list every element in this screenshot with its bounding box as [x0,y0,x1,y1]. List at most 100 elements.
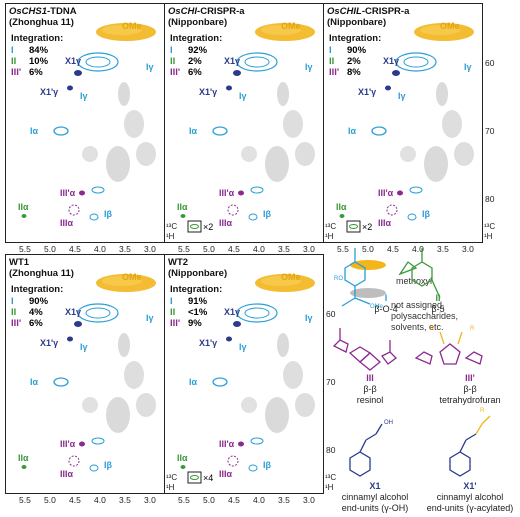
unit-name: II [11,307,17,318]
scale-factor: ×2 [203,222,214,232]
integration-label: Integration: [11,33,64,44]
unit-value: 8% [347,67,361,78]
peak-ig1: Iγ [305,313,313,323]
x-tick-label: 4.0 [253,495,265,505]
peak-ome: OMe [281,272,301,282]
svg-text:R: R [470,326,475,332]
unit-value: <1% [188,307,208,318]
integration-row: I 90% [11,296,48,307]
structure-iii-icon [332,328,397,371]
peak-x1pg: X1'γ [40,338,59,348]
y-tick-label: 60 [485,58,495,68]
nmr-panel-4: WT1 (Zhonghua 11) Integration: I 90% II 4% II… [5,254,165,494]
x-unit: ¹H [484,232,493,241]
panel-title: OsCHS1-TDNA (Zhonghua 11) [9,6,77,28]
spectrum-contours [21,23,156,221]
peak-iiia: III'α [378,188,394,198]
scale-factor: ×4 [203,473,214,483]
panel-title-line2: (Zhonghua 11) [9,268,74,279]
peak-iia: IIα [18,453,29,463]
unit-name: I [11,45,14,56]
structure-ii-label: II [435,293,441,303]
y-tick-label: 80 [326,445,336,455]
peak-ia: Iα [30,126,39,136]
x-tick-label: 3.0 [144,495,156,505]
peak-iiia: III'α [219,439,235,449]
structure-iii-name: β-β [363,384,377,394]
y-unit: ¹³C [166,473,178,482]
integration-label: Integration: [11,284,64,295]
structure-x1p-icon: R [449,408,491,477]
spectrum-contours [339,23,474,221]
nmr-panel-3: OsCHIL-CRISPR-a (Nipponbare) Integration:… [323,3,483,243]
x-tick-label: 4.0 [253,244,265,254]
unit-name: I [170,296,173,307]
peak-iiia2: IIIα [219,469,233,479]
integration-row: III' 6% [11,318,43,329]
panel-title-gene: WT1 [9,257,30,268]
peak-iiia2: IIIα [219,218,233,228]
panel-title: OsCHI-CRISPR-a (Nipponbare) [168,6,245,28]
panel-title-gene: OsCHS1 [9,6,48,17]
integration-row: II 10% [11,56,48,67]
x-tick-label: 5.0 [362,244,374,254]
peak-ig2: Iγ [398,91,406,101]
unit-value: 90% [347,45,367,56]
x-tick-label: 3.5 [119,495,131,505]
peak-x1g: X1γ [383,56,400,66]
spectrum-contours [21,274,156,472]
y-unit: ¹³C [325,473,337,482]
legend-not-assigned-3: solvents, etc. [391,322,444,332]
peak-x1pg: X1'γ [199,87,218,97]
legend-not-assigned-2: polysaccharides, [391,311,459,321]
unit-value: 91% [188,296,208,307]
structure-x1-label: X1 [369,481,381,491]
peak-ig2: Iγ [80,342,88,352]
svg-text:RO: RO [334,276,343,282]
not-assigned-swatch [350,288,386,298]
panel-title: WT1 (Zhonghua 11) [9,257,74,279]
x-tick-label: 5.5 [178,495,190,505]
x-tick-label: 5.0 [44,495,56,505]
peak-iiia2: IIIα [60,469,74,479]
y-tick-label: 70 [485,126,495,136]
structure-i-name: β-O-4 [374,304,398,314]
y-tick-label: 70 [326,377,336,387]
peak-iia: IIα [18,202,29,212]
x-tick-label: 5.0 [203,495,215,505]
unit-name: II [11,56,17,67]
peak-ome: OMe [122,272,142,282]
peak-x1g: X1γ [65,56,82,66]
integration-row: III' 9% [170,318,202,329]
unit-name: III' [170,318,181,329]
integration-row: I 90% [329,45,366,56]
x-tick-label: 4.5 [228,244,240,254]
panel-title-line2: (Nipponbare) [168,17,228,28]
structure-i-icon: RO OMe [334,248,384,310]
methoxyl-swatch [350,260,386,270]
panel-title-gene: OsCHIL [327,6,362,17]
peak-ig1: Iγ [305,62,313,72]
svg-text:OH: OH [384,420,393,426]
integration-row: II 4% [11,307,43,318]
peak-ib: Iβ [263,460,271,470]
peak-ig2: Iγ [80,91,88,101]
structure-iiip-name2: tetrahydrofuran [439,395,501,405]
y-tick-label: 60 [326,309,336,319]
integration-label: Integration: [170,284,223,295]
integration-row: II <1% [170,307,207,318]
unit-name: III' [11,67,22,78]
unit-value: 4% [29,307,43,318]
peak-iiia2: IIIα [378,218,392,228]
unit-name: III' [170,67,181,78]
peak-ig1: Iγ [146,62,154,72]
peak-ig1: Iγ [146,313,154,323]
y-unit: ¹³C [166,222,178,231]
structure-ii-icon [398,248,441,299]
y-tick-label: 80 [485,194,495,204]
unit-name: II [329,56,335,67]
peak-x1g: X1γ [224,56,241,66]
structure-x1-name: cinnamyl alcohol [341,492,409,502]
integration-label: Integration: [329,33,382,44]
panel-title-line2: (Nipponbare) [168,268,228,279]
